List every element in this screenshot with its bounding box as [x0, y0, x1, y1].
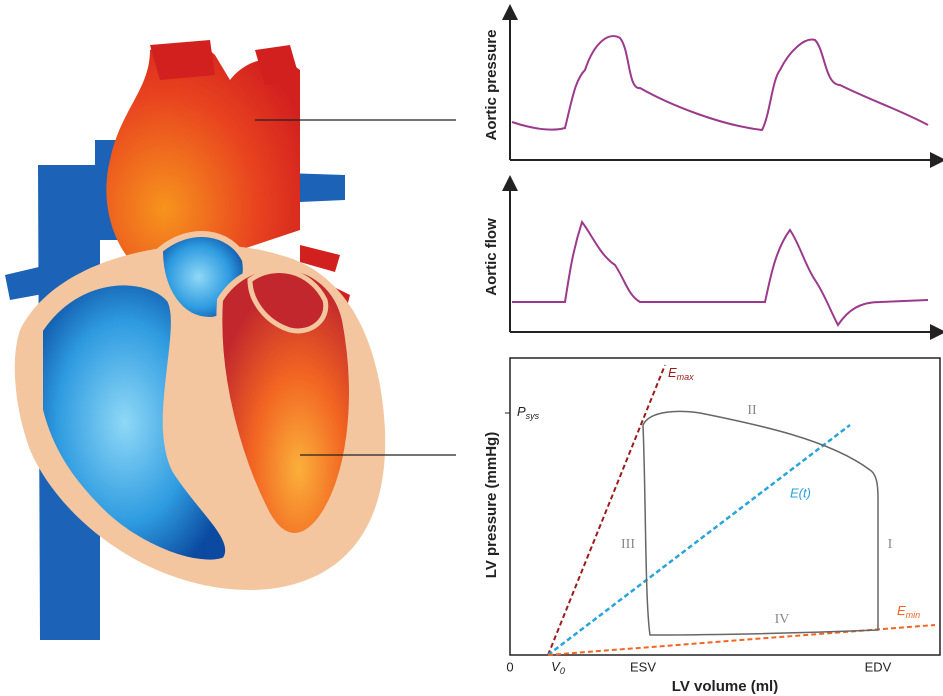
phase-label: II: [747, 403, 757, 418]
psys-label: Psys: [517, 404, 540, 421]
phase-label: III: [621, 537, 635, 552]
x-tick-label: 0: [506, 659, 513, 674]
et-label: E(t): [790, 485, 811, 500]
heart-illustration: [5, 40, 456, 640]
pv-loop-panel: LV pressure (mmHg) LV volume (ml) Psys E…: [483, 357, 941, 695]
label-base: E: [897, 603, 906, 618]
emax-label: Emax: [668, 365, 694, 382]
label-base: V: [551, 659, 561, 674]
label-base: P: [517, 404, 526, 419]
x-tick-label: V0: [551, 659, 565, 676]
emin-label: Emin: [897, 603, 920, 620]
x-tick-label: ESV: [630, 659, 656, 674]
y-axis-label: LV pressure (mmHg): [483, 432, 500, 578]
label-base: E: [668, 365, 677, 380]
label-sub: max: [677, 372, 695, 382]
aortic-pressure-panel: Aortic pressure: [483, 4, 943, 168]
label-sub: min: [906, 610, 921, 620]
label-sub: sys: [526, 411, 540, 421]
x-axis-label: LV volume (ml): [672, 678, 778, 695]
phase-label: I: [888, 537, 893, 552]
label-sub: 0: [560, 666, 565, 676]
y-axis-label: Aortic pressure: [483, 30, 500, 141]
y-axis-label: Aortic flow: [483, 218, 500, 296]
phase-label: IV: [775, 612, 790, 627]
aortic-flow-panel: Aortic flow: [483, 175, 943, 340]
x-tick-label: EDV: [865, 659, 892, 674]
